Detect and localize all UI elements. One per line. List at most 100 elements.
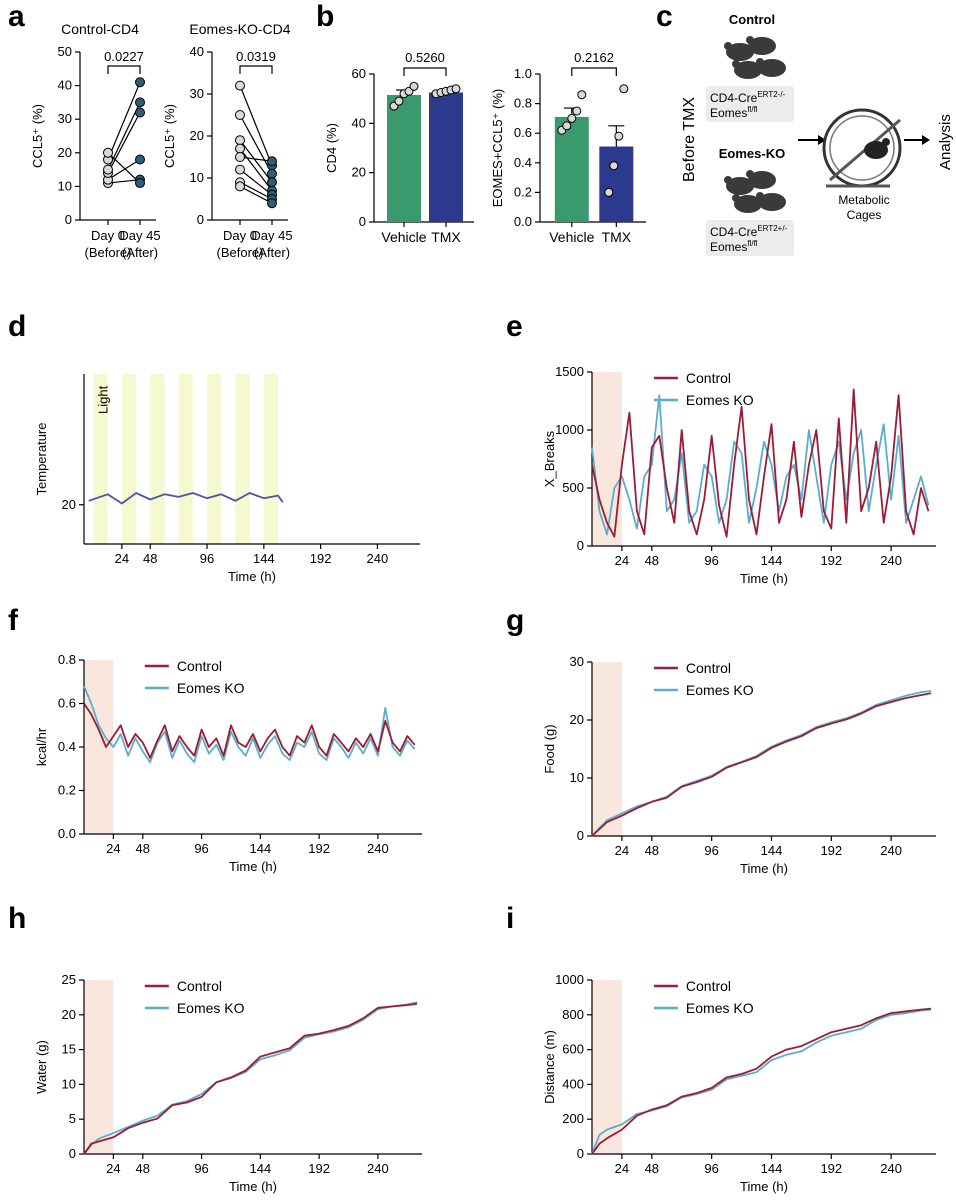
before-tmx-label: Before TMX: [681, 97, 698, 182]
chart-a2-bracket: [239, 65, 273, 74]
chart-b1-point: [409, 81, 419, 91]
chart-f-x-tick-label: 48: [136, 841, 150, 856]
chart-e-legend-label: Control: [686, 370, 731, 386]
chart-g-legend-label: Eomes KO: [686, 682, 754, 698]
chart-f-series-eomes-ko: [83, 685, 416, 764]
chart-a1-title: Control-CD4: [61, 21, 139, 37]
chart-b2-point: [577, 90, 587, 100]
control-title: Control: [729, 12, 775, 27]
chart-h-x-axis-label: Time (h): [229, 1179, 277, 1194]
chart-e: 0 500 1000 1500 X_Breaks 24 48 96 144 192 240 Time …: [542, 364, 936, 586]
chart-f-legend-label: Eomes KO: [177, 680, 245, 696]
chart-i-y-tick-label: 200: [562, 1111, 584, 1126]
chart-g-series-control: [591, 692, 932, 837]
chart-i-x-tick-label: 48: [645, 1161, 659, 1176]
chart-a2-pair-line: [239, 185, 273, 204]
chart-b1-y-tick-label: 40: [352, 115, 366, 130]
chart-a1-y-tick-label: 50: [58, 44, 72, 59]
chart-a2-x-tick-label-sub: (After): [254, 245, 290, 260]
chart-h-shaded-period: [84, 980, 114, 1154]
chart-d-series-temperature: [88, 492, 284, 505]
chart-i-shaded-period: [592, 980, 622, 1154]
chart-e-x-tick-label: 24: [615, 553, 629, 568]
chart-a2-x-tick-label: Day 45: [251, 228, 292, 243]
chart-a1-point-after: [135, 154, 145, 165]
chart-i-y-tick-label: 1000: [555, 972, 584, 987]
chart-d-x-tick-label: 240: [367, 551, 389, 566]
chart-f-series-control: [83, 702, 416, 759]
chart-h-y-tick-label: 15: [62, 1042, 76, 1057]
chart-f-legend-label: Control: [177, 658, 222, 674]
chart-b1-x-tick-label: Vehicle: [381, 229, 426, 245]
chart-f-y-axis-label: kcal/hr: [34, 727, 49, 766]
ko-genotype-line2: Eomesfl/fl: [710, 239, 758, 254]
chart-a1: 0 10 20 30 40 50 CCL5⁺ (%) Day 0 (Before) Day 45 (…: [30, 44, 161, 260]
chart-g-x-tick-label: 144: [761, 843, 783, 858]
panel-label-h: h: [8, 902, 26, 935]
chart-d-light-band: [121, 374, 137, 544]
chart-a2-y-tick-label: 10: [190, 170, 204, 185]
chart-a2-point-after: [267, 168, 277, 179]
chart-a2-point-before: [235, 181, 245, 192]
chart-f-x-tick-label: 192: [308, 841, 330, 856]
chart-f: 0.0 0.2 0.4 0.6 0.8 kcal/hr 24 48 96 144 192 240 Tim…: [34, 652, 422, 874]
chart-a2-point-before: [235, 143, 245, 154]
chart-f-y-tick-label: 0.0: [58, 826, 76, 841]
chart-h-y-tick-label: 0: [69, 1146, 76, 1161]
chart-a1-y-tick-label: 10: [58, 178, 72, 193]
chart-a2-point-after: [267, 177, 277, 188]
chart-a1-point-after: [135, 178, 145, 189]
chart-h: 0 5 10 15 20 25 Water (g) 24 48 96 144 192 240 Time (…: [34, 972, 422, 1194]
chart-h-x-tick-label: 48: [136, 1161, 150, 1176]
chart-e-x-tick-label: 240: [880, 553, 902, 568]
chart-a1-pair-line: [107, 152, 141, 184]
cage-label-line1: Metabolic: [838, 193, 889, 207]
chart-b1-bracket: [403, 67, 447, 76]
chart-b2-x-tick-label: Vehicle: [549, 229, 594, 245]
chart-g-x-tick-label: 192: [820, 843, 842, 858]
chart-f-y-tick-label: 0.4: [58, 739, 76, 754]
chart-e-legend-label: Eomes KO: [686, 392, 754, 408]
chart-a1-bracket: [107, 65, 141, 74]
chart-a2-pair-line: [239, 85, 273, 166]
chart-a2-y-tick-label: 0: [197, 212, 204, 227]
chart-a2-pair-line: [239, 169, 273, 196]
chart-a1-x-tick-label: Day 45: [119, 228, 160, 243]
chart-f-x-tick-label: 96: [194, 841, 208, 856]
chart-b1-y-tick-label: 0: [359, 214, 366, 229]
chart-i-y-tick-label: 600: [562, 1042, 584, 1057]
chart-a1-pair-line: [107, 159, 141, 181]
panel-label-e: e: [506, 310, 523, 343]
chart-i-legend-label: Eomes KO: [686, 1000, 754, 1016]
panel-label-c: c: [656, 0, 673, 33]
chart-g-legend-label: Control: [686, 660, 731, 676]
chart-i-x-axis-label: Time (h): [740, 1179, 788, 1194]
chart-a2-title: Eomes-KO-CD4: [189, 21, 290, 37]
analysis-label: Analysis: [937, 114, 954, 170]
chart-b1-pvalue: 0.5260: [405, 50, 445, 65]
chart-b2-point: [609, 161, 619, 171]
chart-g-x-tick-label: 48: [645, 843, 659, 858]
chart-g-y-axis-label: Food (g): [542, 724, 557, 773]
chart-i-y-tick-label: 0: [577, 1146, 584, 1161]
chart-a1-pair-line: [107, 82, 141, 160]
chart-a2-y-axis-label: CCL5⁺ (%): [162, 104, 177, 168]
chart-a2-point-before: [235, 110, 245, 120]
arrow-right-icon: [798, 135, 826, 145]
chart-a2-point-before: [235, 80, 245, 91]
chart-d-light-band: [263, 374, 279, 544]
chart-b2-point: [614, 131, 624, 141]
chart-e-x-tick-label: 144: [761, 553, 783, 568]
chart-f-y-tick-label: 0.8: [58, 652, 76, 667]
chart-d-light-band: [150, 374, 165, 544]
chart-d-x-axis-label: Time (h): [228, 569, 276, 584]
chart-b1-y-tick-label: 20: [352, 165, 366, 180]
chart-h-x-tick-label: 24: [106, 1161, 120, 1176]
chart-e-y-tick-label: 1500: [555, 364, 584, 379]
control-genotype-line2: Eomesfl/fl: [710, 105, 758, 120]
chart-a2-pair-line: [239, 114, 273, 175]
chart-i: 0 200 400 600 800 1000 Distance (m) 24 48 96 144 19…: [542, 972, 936, 1194]
panel-label-f: f: [8, 604, 19, 637]
chart-i-x-tick-label: 24: [615, 1161, 629, 1176]
chart-i-y-tick-label: 400: [562, 1076, 584, 1091]
